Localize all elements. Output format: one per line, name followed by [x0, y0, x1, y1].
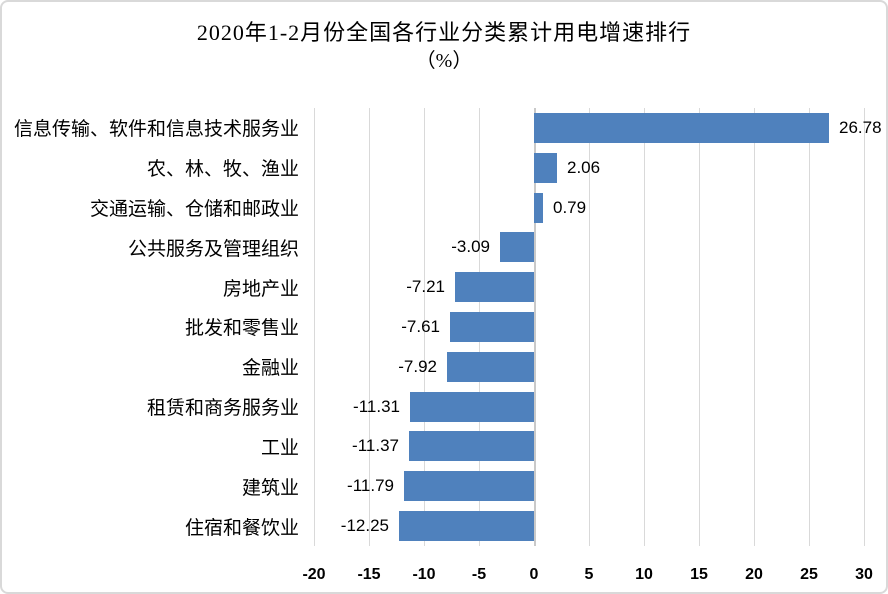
bar [399, 511, 534, 541]
bar [500, 232, 534, 262]
zero-axis-line [534, 108, 536, 546]
value-label: -11.31 [353, 397, 400, 416]
x-axis-tick-label: -15 [357, 566, 381, 583]
x-axis-tick-label: 15 [690, 566, 708, 583]
category-label: 交通运输、仓储和邮政业 [89, 199, 299, 221]
x-axis-tick-label: 20 [745, 566, 763, 583]
bar [404, 471, 534, 501]
gridline [644, 108, 645, 546]
value-label: -11.79 [347, 476, 394, 495]
bar [409, 431, 534, 461]
category-label: 信息传输、软件和信息技术服务业 [13, 119, 299, 141]
bar [447, 352, 534, 382]
chart-title: 2020年1-2月份全国各行业分类累计用电增速排行 [196, 20, 692, 45]
value-label: 26.78 [839, 118, 882, 137]
category-label: 住宿和餐饮业 [184, 517, 299, 539]
x-axis-tick-label: 0 [529, 566, 539, 583]
category-label: 房地产业 [222, 278, 299, 300]
x-axis-tick-label: -5 [471, 566, 487, 583]
gridline [754, 108, 755, 546]
category-label: 建筑业 [241, 477, 299, 499]
gridline [589, 108, 590, 546]
x-axis-tick-label: -10 [412, 566, 436, 583]
x-axis-tick-label: 30 [855, 566, 873, 583]
bar [534, 153, 557, 183]
gridline [424, 108, 425, 546]
x-axis-tick-label: 25 [800, 566, 818, 583]
value-label: 0.79 [553, 198, 587, 217]
gridline [809, 108, 810, 546]
value-label: -7.92 [398, 357, 437, 376]
category-label: 金融业 [241, 358, 299, 380]
gridline [699, 108, 700, 546]
x-axis-tick-label: 5 [584, 566, 594, 583]
value-label: -12.25 [340, 516, 389, 535]
category-label: 公共服务及管理组织 [127, 238, 299, 260]
category-label: 农、林、牧、渔业 [146, 159, 299, 181]
value-label: 2.06 [567, 158, 601, 177]
bar [450, 312, 534, 342]
chart-subtitle: （%） [415, 49, 473, 72]
chart-title-block: 2020年1-2月份全国各行业分类累计用电增速排行 （%） [2, 18, 886, 75]
category-label: 工业 [260, 437, 299, 459]
gridline [369, 108, 370, 546]
value-label: -11.37 [352, 436, 399, 455]
category-label: 租赁和商务服务业 [146, 398, 299, 420]
bar [455, 272, 534, 302]
gridline [864, 108, 865, 546]
value-label: -7.21 [406, 277, 445, 296]
bar [534, 113, 829, 143]
x-axis-tick-label: 10 [635, 566, 653, 583]
value-label: -7.61 [401, 317, 440, 336]
gridline [314, 108, 315, 546]
x-axis-tick-label: -20 [302, 566, 326, 583]
value-label: -3.09 [451, 237, 490, 256]
bar [534, 193, 543, 223]
bar [410, 392, 534, 422]
category-label: 批发和零售业 [184, 318, 299, 340]
